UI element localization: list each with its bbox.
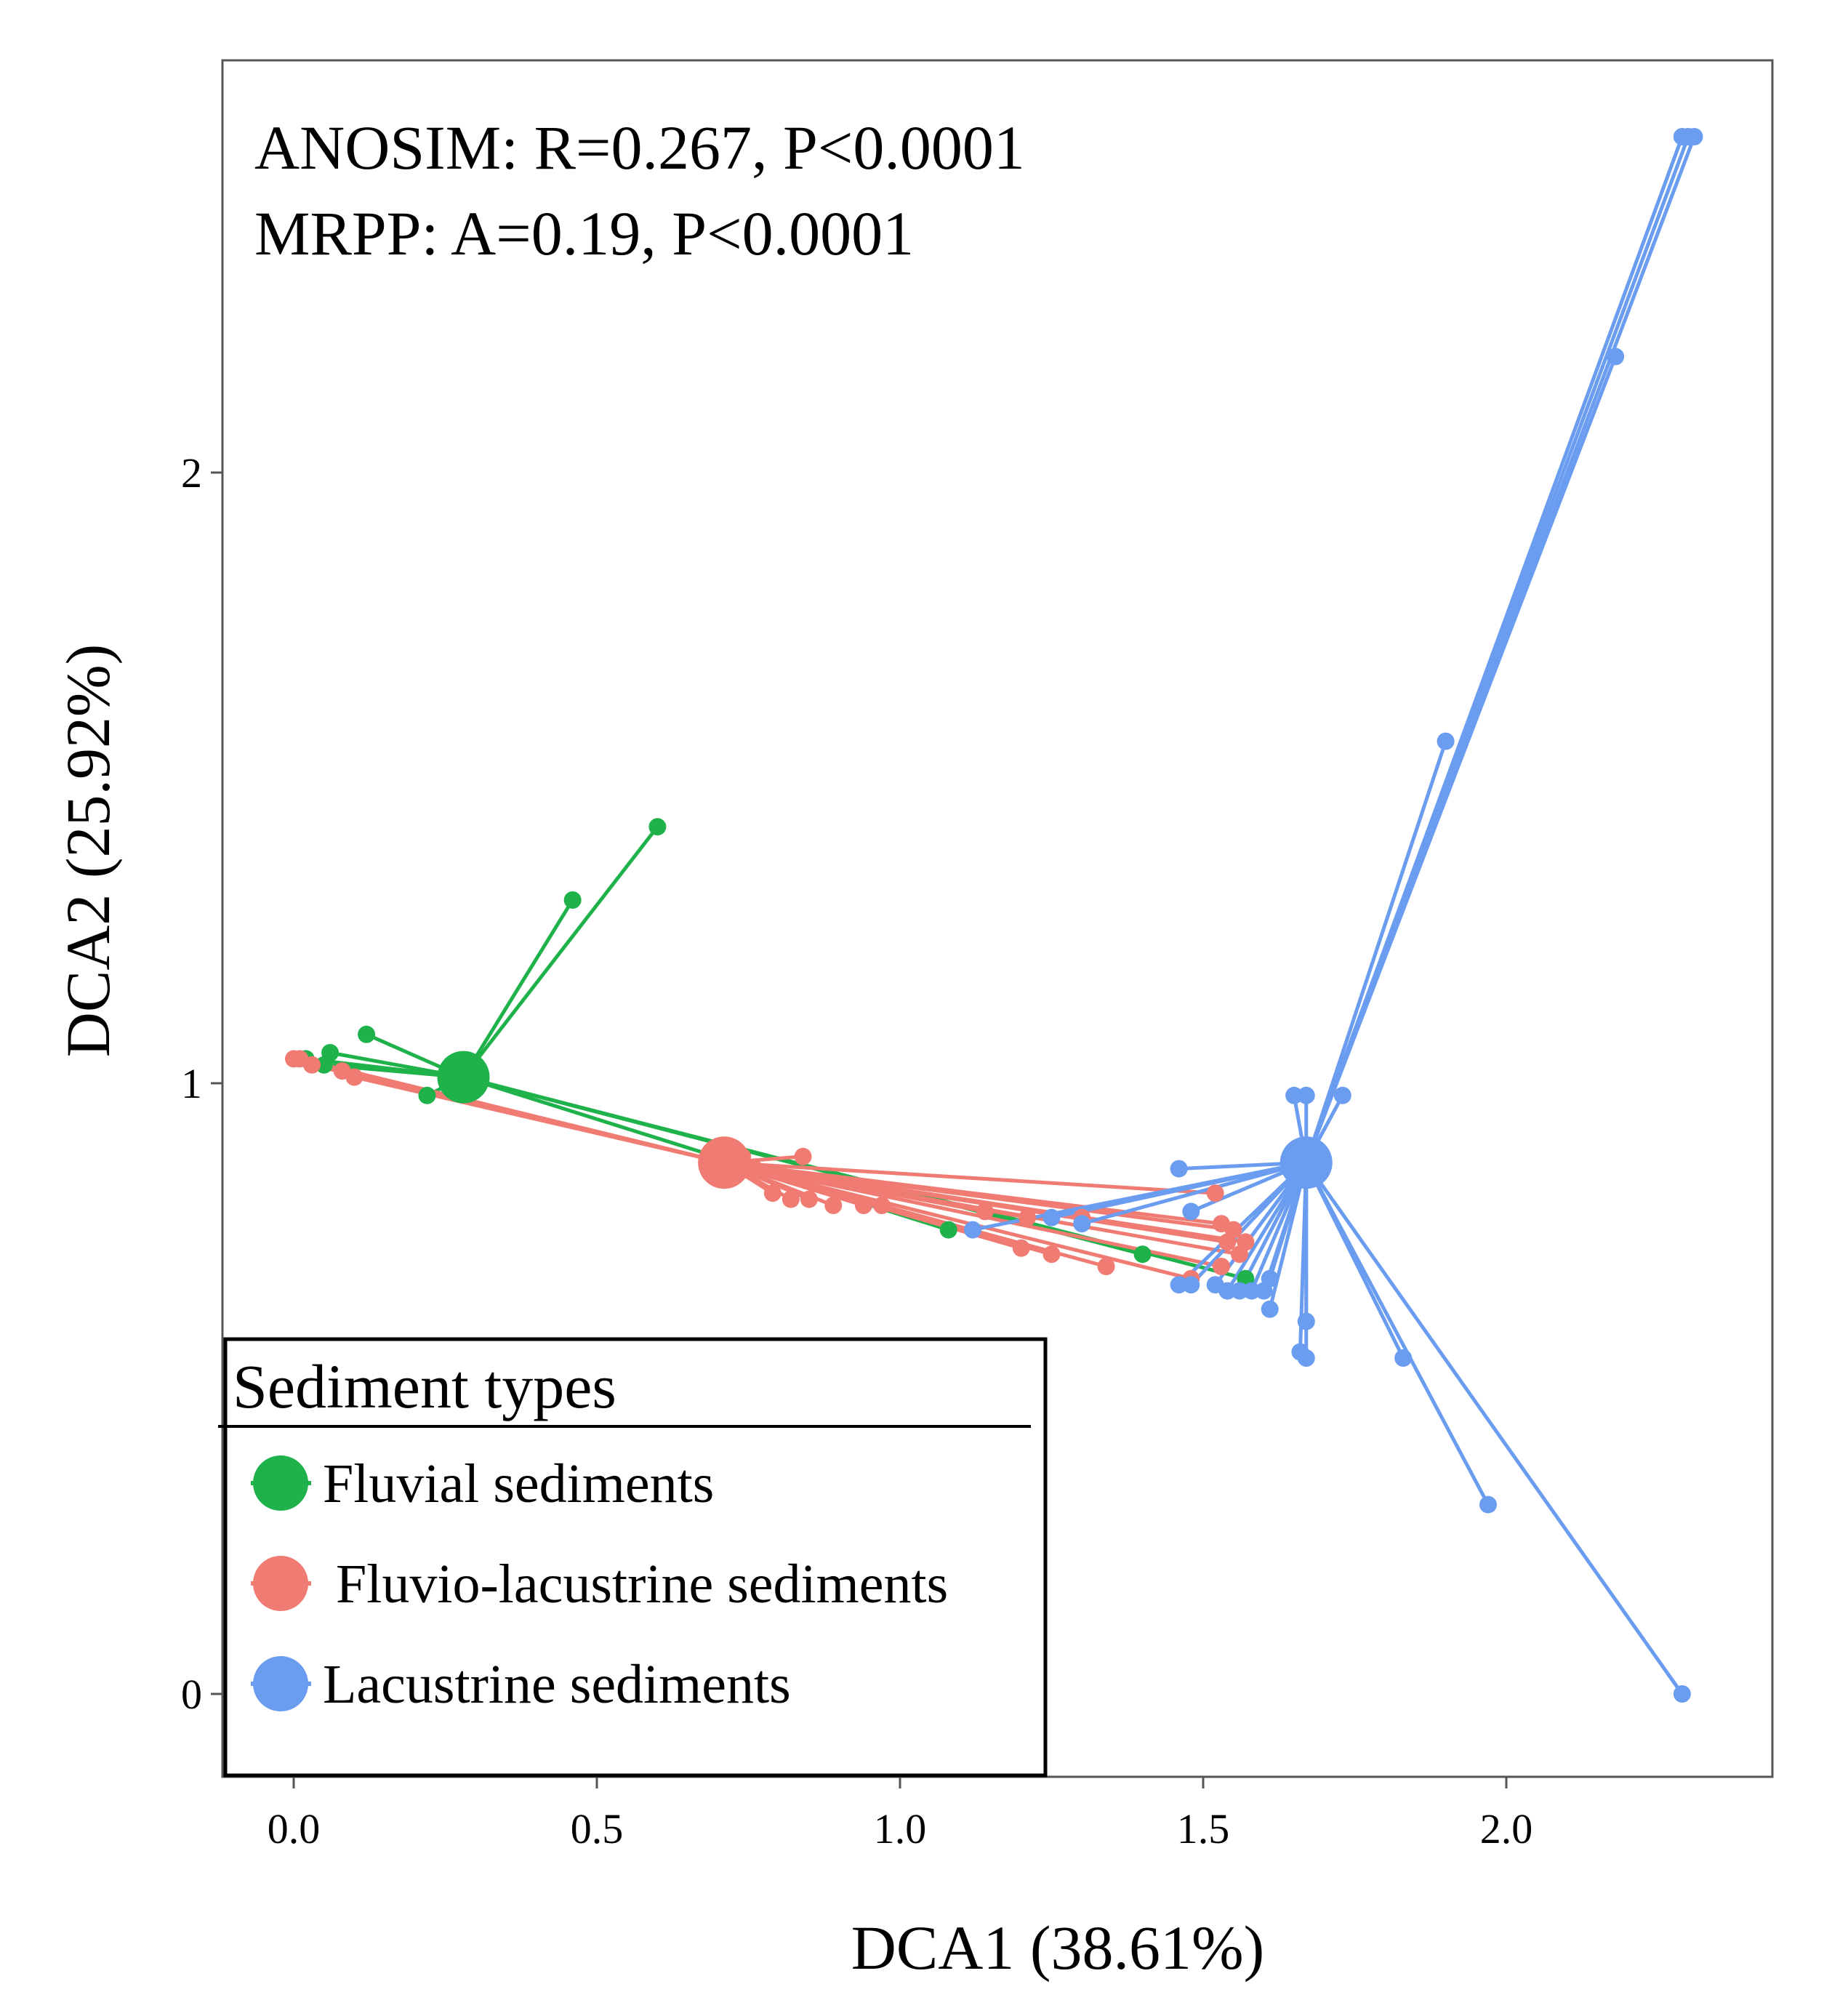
y-tick-label: 1 <box>181 1060 202 1107</box>
legend: Sediment types Fluvial sediments Fluvio-l… <box>218 1337 1048 1778</box>
legend-key-dot <box>253 1556 308 1611</box>
x-tick-label: 0.5 <box>571 1805 624 1852</box>
x-tick-label: 0.0 <box>268 1805 321 1852</box>
spoke-line <box>1304 1161 1684 1695</box>
y-axis-ticks: 0 1 2 <box>181 449 222 1718</box>
sample-point <box>964 1221 982 1239</box>
sample-points <box>285 128 1703 1703</box>
sample-point <box>1073 1215 1091 1233</box>
sample-point <box>1333 1086 1351 1104</box>
sample-point <box>1607 348 1625 366</box>
sample-point <box>1218 1282 1237 1300</box>
y-tick-label: 2 <box>181 449 202 497</box>
group-centroid <box>1279 1136 1333 1189</box>
sample-point <box>1019 1208 1037 1226</box>
x-tick-label: 2.0 <box>1480 1805 1533 1852</box>
x-tick-label: 1.0 <box>874 1805 927 1852</box>
spoke-line <box>723 1160 1216 1195</box>
sample-point <box>418 1086 436 1104</box>
legend-title: Sediment types <box>233 1352 616 1421</box>
sample-point <box>1297 1086 1315 1104</box>
y-axis-title: DCA2 (25.92%) <box>53 644 123 1058</box>
sample-point <box>782 1190 800 1208</box>
sample-point <box>824 1197 843 1214</box>
sample-point <box>854 1197 872 1214</box>
legend-label: Lacustrine sediments <box>323 1654 791 1715</box>
anosim-annotation: ANOSIM: R=0.267, P<0.0001 <box>254 113 1025 182</box>
y-tick-label: 0 <box>181 1671 202 1718</box>
spoke-line <box>1304 1162 1490 1506</box>
group-centroid <box>437 1051 490 1104</box>
x-tick-label: 1.5 <box>1177 1805 1230 1852</box>
x-axis-ticks: 0.0 0.5 1.0 1.5 2.0 <box>268 1777 1533 1852</box>
spoke-line <box>1304 356 1618 1164</box>
sample-point <box>1182 1276 1200 1294</box>
legend-items: Fluvial sediments Fluvio-lacustrine sedim… <box>251 1453 948 1715</box>
legend-box <box>223 1337 1048 1778</box>
spoke-line <box>462 825 659 1079</box>
sample-point <box>1297 1349 1315 1367</box>
sample-point <box>976 1202 994 1221</box>
spoke-line <box>353 1075 725 1165</box>
spoke-line <box>723 1160 1228 1244</box>
sample-point <box>1231 1282 1249 1300</box>
spoke-line <box>1189 1161 1308 1286</box>
sample-point <box>872 1197 891 1214</box>
sample-point <box>1285 1086 1303 1104</box>
sample-point <box>563 891 582 909</box>
sample-point <box>303 1056 321 1074</box>
sample-point <box>1170 1276 1188 1294</box>
sample-point <box>1042 1245 1061 1264</box>
group-centroids <box>437 1051 1333 1189</box>
legend-key-dot <box>253 1656 308 1711</box>
sample-point <box>648 818 667 836</box>
legend-label: Fluvial sediments <box>323 1453 714 1514</box>
sample-point <box>763 1184 782 1202</box>
sample-point <box>315 1056 333 1074</box>
sample-point <box>794 1147 812 1165</box>
sample-point <box>358 1025 376 1043</box>
legend-key-dot <box>253 1455 308 1511</box>
spoke-line <box>1081 1160 1307 1226</box>
sample-point <box>1673 1685 1691 1703</box>
sample-point <box>1261 1269 1279 1288</box>
spoke-line <box>1304 740 1447 1163</box>
sample-point <box>1042 1208 1061 1226</box>
sample-point <box>1231 1245 1249 1264</box>
sample-point <box>1133 1245 1152 1264</box>
mrpp-annotation: MRPP: A=0.19, P<0.0001 <box>254 198 914 268</box>
sample-point <box>1685 128 1703 145</box>
sample-point <box>1394 1349 1413 1367</box>
sample-point <box>800 1190 818 1208</box>
x-axis-title: DCA1 (38.61%) <box>851 1913 1265 1983</box>
sample-point <box>1261 1300 1279 1318</box>
legend-label: Fluvio-lacustrine sediments <box>336 1554 948 1615</box>
spoke-line <box>462 899 574 1078</box>
sample-point <box>1479 1495 1497 1514</box>
sample-point <box>1097 1258 1115 1275</box>
sample-point <box>1206 1184 1224 1202</box>
group-centroid <box>698 1136 751 1189</box>
sample-point <box>1213 1258 1231 1275</box>
sample-point <box>1170 1160 1188 1178</box>
spoke-line <box>723 1160 1192 1281</box>
sample-point <box>1182 1202 1200 1221</box>
sample-point <box>345 1068 363 1086</box>
sample-point <box>1012 1239 1030 1257</box>
sample-point <box>1297 1312 1315 1330</box>
sample-point <box>1242 1282 1261 1300</box>
sample-point <box>1437 732 1455 750</box>
sample-point <box>1218 1233 1237 1251</box>
sample-point <box>939 1221 957 1239</box>
